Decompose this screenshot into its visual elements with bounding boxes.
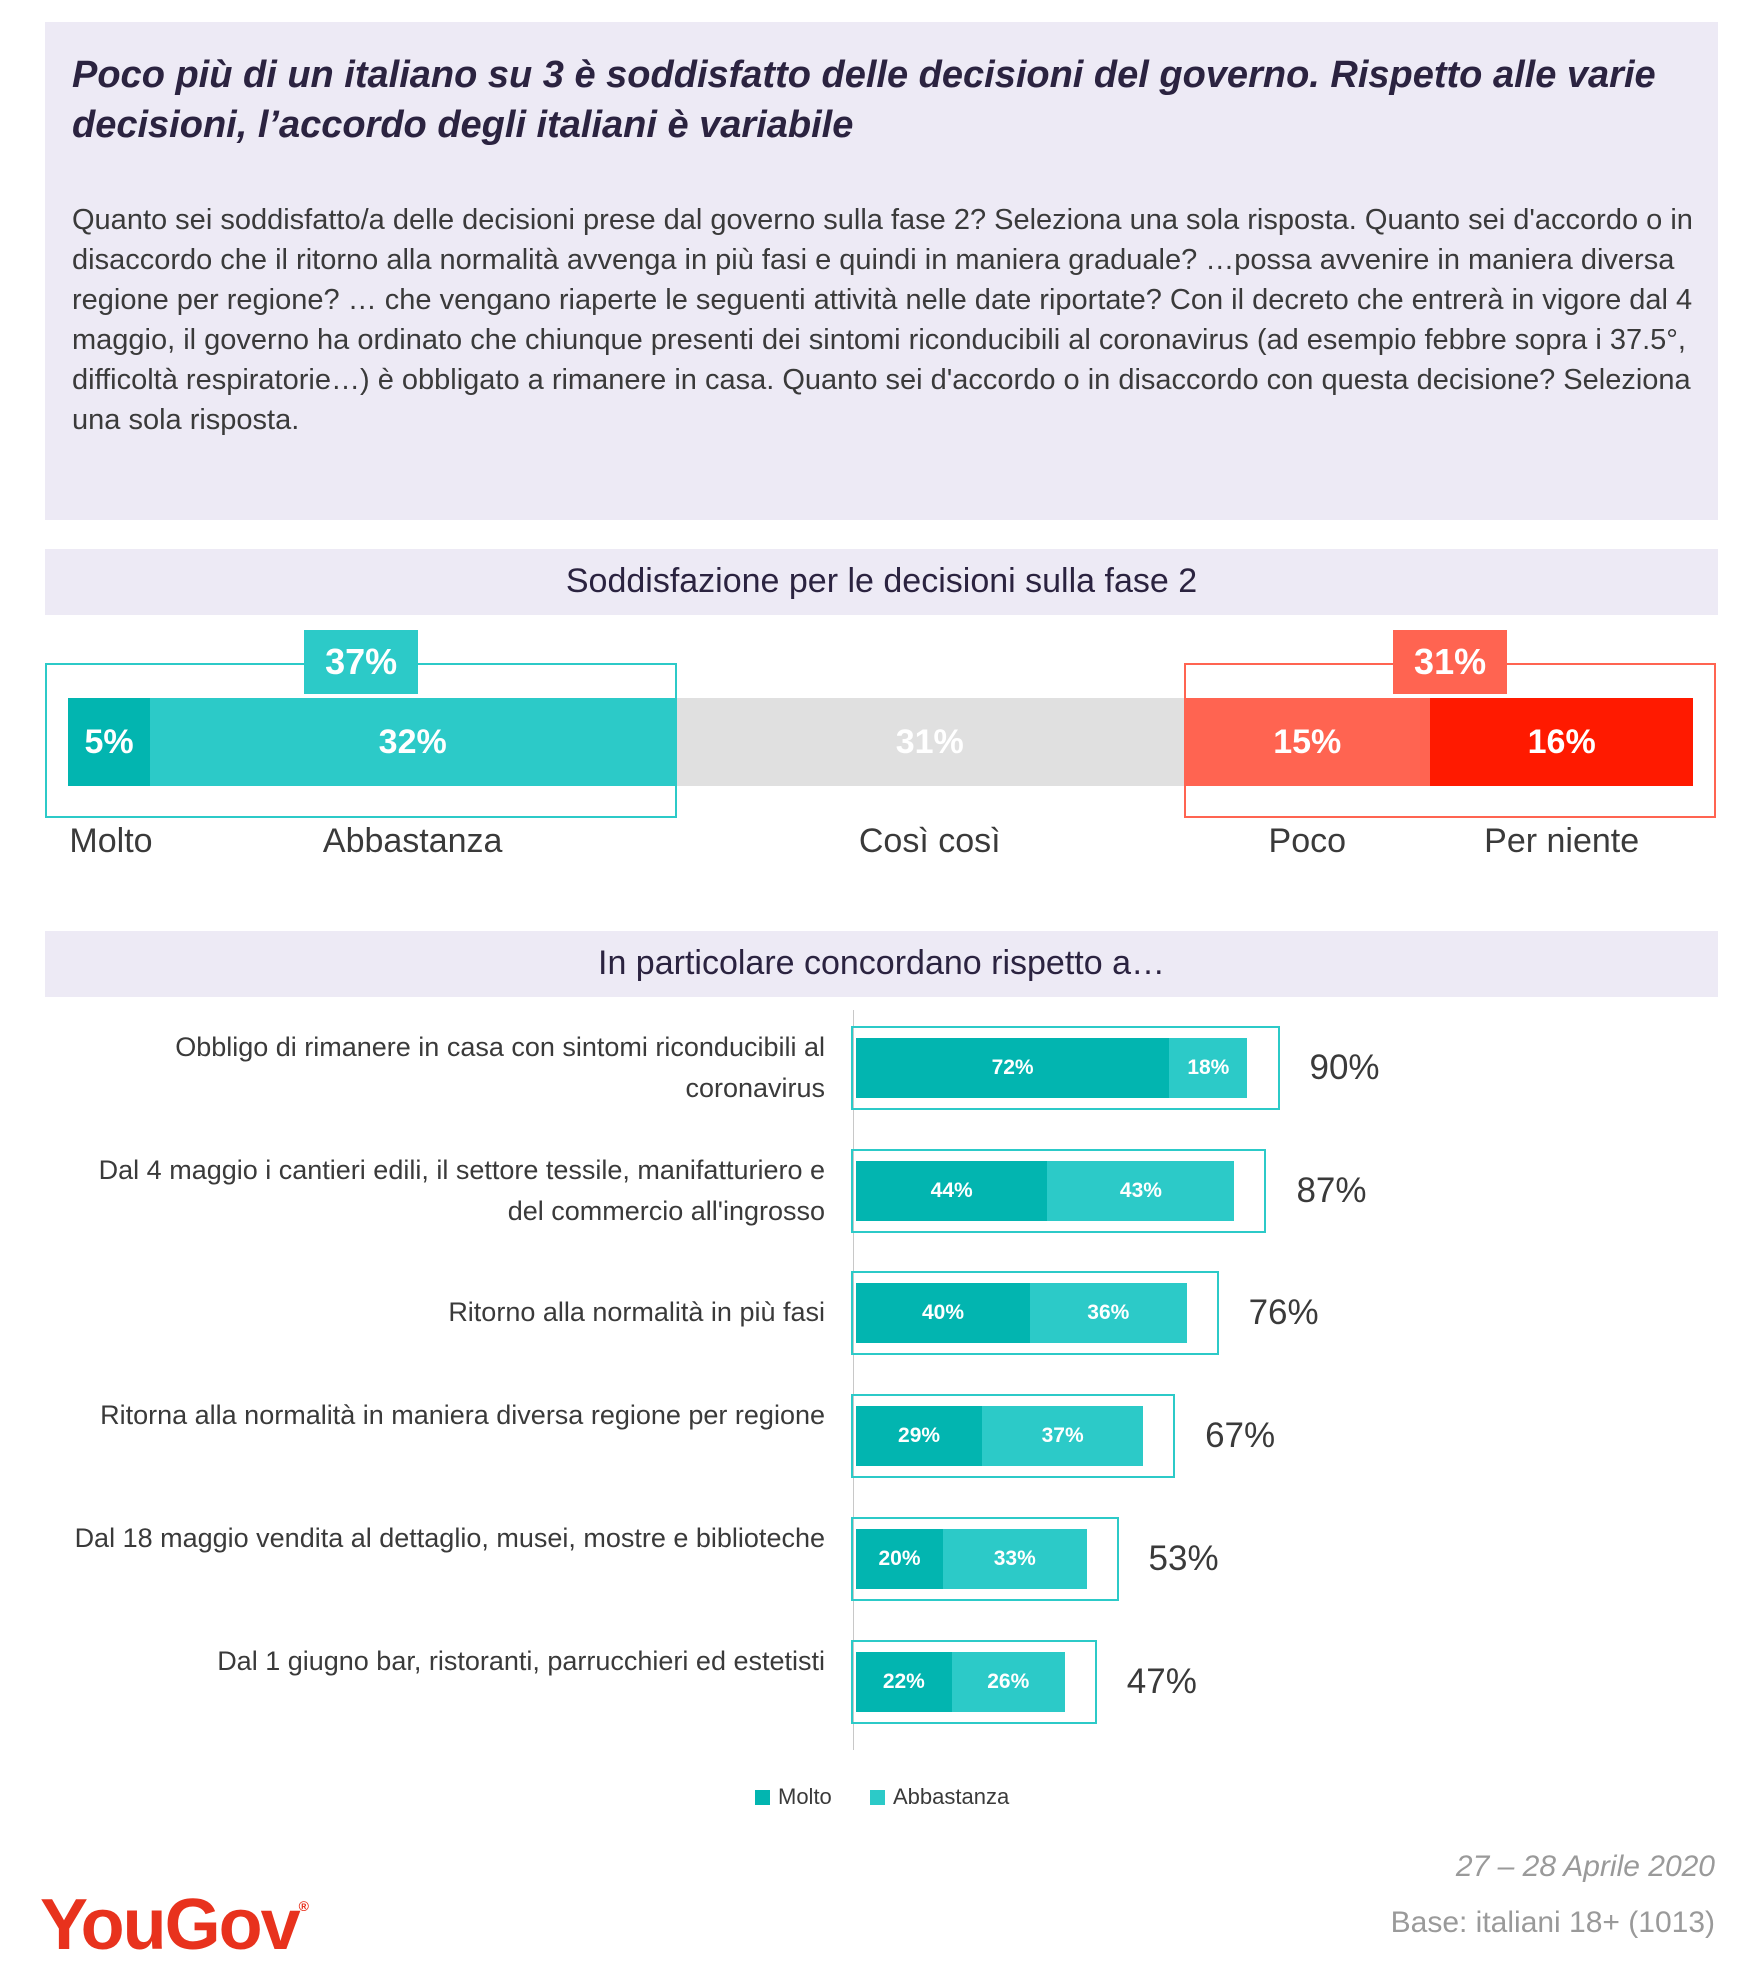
legend-swatch-abbastanza <box>870 1789 885 1805</box>
bar-abbastanza-3: 37% <box>982 1406 1144 1466</box>
bar-molto-5: 22% <box>856 1652 952 1712</box>
row-total-box-3 <box>851 1394 1176 1478</box>
bar-segment-molto: 5% <box>68 698 151 786</box>
row-label-2: Ritorno alla normalità in più fasi <box>448 1297 825 1327</box>
legend-item-molto: Molto <box>755 1784 832 1810</box>
row-total-4: 53% <box>1148 1539 1219 1578</box>
legend-swatch-molto <box>755 1789 770 1805</box>
category-label-1: Abbastanza <box>322 822 503 860</box>
bar-abbastanza-4: 33% <box>943 1529 1087 1589</box>
bar-segment-per-niente: 16% <box>1430 698 1693 786</box>
category-label-4: Per niente <box>1484 822 1640 860</box>
bar-molto-3: 29% <box>856 1406 983 1466</box>
bar-segment-abbastanza: 32% <box>150 698 676 786</box>
logo-registered-mark: ® <box>298 1898 309 1914</box>
row-label-3: Ritorna alla normalità in maniera divers… <box>100 1400 825 1430</box>
row-total-3: 67% <box>1205 1416 1276 1455</box>
row-total-box-2 <box>851 1271 1219 1355</box>
question-text: Quanto sei soddisfatto/a delle decisioni… <box>72 204 1693 436</box>
bar-molto-1: 44% <box>856 1161 1048 1221</box>
survey-date: 27 – 28 Aprile 2020 <box>1455 1850 1715 1883</box>
legend-label-abbastanza: Abbastanza <box>893 1784 1010 1809</box>
section2-bar <box>45 931 1718 997</box>
row-total-0: 90% <box>1309 1048 1380 1087</box>
section1-bar <box>45 549 1718 615</box>
row-label-1: Dal 4 maggio i cantieri edili, il settor… <box>98 1155 825 1226</box>
row-total-box-0 <box>851 1026 1280 1110</box>
legend-item-abbastanza: Abbastanza <box>870 1784 1009 1810</box>
section1-title: Soddisfazione per le decisioni sulla fas… <box>565 562 1198 600</box>
bar-abbastanza-0: 18% <box>1169 1038 1248 1098</box>
row-label-4: Dal 18 maggio vendita al dettaglio, muse… <box>74 1523 825 1553</box>
category-label-3: Poco <box>1268 822 1347 860</box>
chart2-baseline <box>853 1010 854 1750</box>
page-title: Poco più di un italiano su 3 è soddisfat… <box>72 54 1656 146</box>
row-total-2: 76% <box>1248 1293 1319 1332</box>
bar-abbastanza-2: 36% <box>1030 1283 1187 1343</box>
row-total-5: 47% <box>1126 1662 1197 1701</box>
row-total-box-1 <box>851 1149 1267 1233</box>
row-label-5: Dal 1 giugno bar, ristoranti, parrucchie… <box>217 1646 825 1676</box>
bar-abbastanza-5: 26% <box>951 1652 1065 1712</box>
bar-molto-2: 40% <box>856 1283 1030 1343</box>
category-label-2: Così così <box>858 822 1001 860</box>
category-label-0: Molto <box>69 822 153 860</box>
row-label-0: Obbligo di rimanere in casa con sintomi … <box>175 1032 825 1103</box>
row-total-box-4 <box>851 1517 1119 1601</box>
bar-segment-poco: 15% <box>1184 698 1431 786</box>
logo-text: YouGov <box>40 1885 301 1965</box>
legend-label-molto: Molto <box>778 1784 832 1809</box>
survey-base: Base: italiani 18+ (1013) <box>1390 1906 1715 1939</box>
bar-molto-4: 20% <box>856 1529 943 1589</box>
bar-molto-0: 72% <box>856 1038 1170 1098</box>
group-total-badge-1: 31% <box>1393 630 1508 694</box>
bar-abbastanza-1: 43% <box>1047 1161 1235 1221</box>
group-total-badge-0: 37% <box>304 630 419 694</box>
section2-title: In particolare concordano rispetto a… <box>598 944 1165 982</box>
bar-segment-cos-cos-: 31% <box>675 698 1185 786</box>
yougov-logo: YouGov® <box>40 1884 309 1966</box>
row-total-1: 87% <box>1296 1171 1367 1210</box>
header-panel <box>45 22 1718 520</box>
row-total-box-5 <box>851 1640 1097 1724</box>
